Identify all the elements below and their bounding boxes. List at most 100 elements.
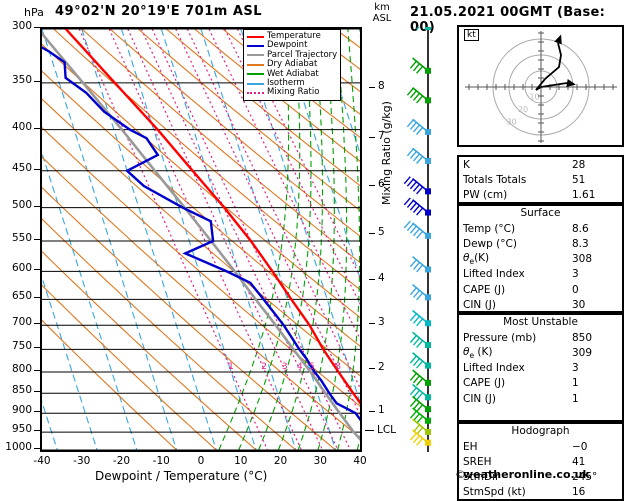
pressure-tick-mark: [34, 391, 40, 393]
table-row: PW (cm) 1.61: [459, 187, 622, 202]
pressure-tick-mark: [34, 347, 40, 349]
legend-item: Dewpoint: [247, 40, 337, 51]
altitude-tick-mark: [369, 232, 375, 234]
row-value: 16: [572, 486, 586, 499]
table-row: CIN (J) 1: [459, 391, 622, 406]
row-value: 308: [572, 253, 593, 266]
altitude-axis-label: km ASL: [368, 2, 396, 24]
legend-item: Parcel Trajectory: [247, 49, 338, 60]
row-value: −0: [572, 440, 588, 453]
temperature-tick-label: -10: [152, 455, 170, 467]
table-row: Dewp (°C) 8.3: [459, 236, 622, 251]
table-row: Lifted Index 3: [459, 361, 622, 376]
wind-barbs-canvas: [403, 13, 431, 452]
row-label: StmDir: [463, 471, 500, 484]
table-row: Pressure (mb) 850: [459, 330, 622, 345]
pressure-tick-mark: [34, 127, 40, 129]
altitude-tick-label: 6: [378, 178, 385, 191]
pressure-tick-mark: [34, 430, 40, 432]
altitude-tick-label: 2: [378, 360, 385, 373]
pressure-tick-mark: [34, 80, 40, 82]
row-label: CIN (J): [463, 298, 496, 311]
table-row: StmSpd (kt) 16: [459, 485, 622, 500]
pressure-tick-mark: [34, 369, 40, 371]
km-label: km: [374, 2, 390, 13]
row-value: 850: [572, 331, 593, 344]
temperature-tick-label: 40: [353, 455, 367, 467]
lcl-tick: [365, 430, 374, 431]
svg-text:30: 30: [506, 117, 516, 126]
pressure-tick-mark: [34, 297, 40, 299]
row-value: 8.3: [572, 237, 589, 250]
row-value: 41: [572, 455, 586, 468]
legend-label: Dewpoint: [267, 40, 308, 51]
svg-text:8: 8: [335, 362, 341, 372]
legend-label: Isotherm: [267, 77, 305, 88]
row-value: 1.61: [572, 188, 596, 201]
pressure-tick-mark: [34, 27, 40, 28]
pressure-unit-label: hPa: [24, 6, 44, 19]
table-row: CAPE (J) 1: [459, 376, 622, 391]
row-value: 1: [572, 377, 579, 390]
legend-item: Dry Adiabat: [247, 59, 337, 69]
legend-swatch-icon: [247, 92, 264, 95]
indices-table: K 28 Totals Totals 51 PW (cm) 1.61: [457, 155, 624, 204]
legend-item: Isotherm: [247, 77, 337, 88]
surface-table: Surface Temp (°C) 8.6 Dewp (°C) 8.3 θe(K) 308 L…: [457, 204, 624, 313]
hodograph-table: Hodograph EH −0 SREH 41 StmDir 245° StmSpd (kt)…: [457, 422, 624, 501]
altitude-tick-label: 8: [378, 79, 385, 92]
table-row: Lifted Index 3: [459, 267, 622, 282]
table-row: θe(K) 308: [459, 252, 622, 267]
row-label: θe (K): [463, 345, 493, 361]
row-value: 309: [572, 346, 593, 359]
altitude-tick-mark: [369, 278, 375, 280]
lcl-label: LCL: [377, 424, 397, 436]
svg-text:4: 4: [297, 362, 303, 372]
svg-text:1: 1: [228, 362, 234, 372]
legend-swatch-icon: [247, 82, 264, 85]
table-row: θe (K) 309: [459, 345, 622, 360]
legend-label: Wet Adiabat: [267, 68, 319, 79]
table-title: Most Unstable: [503, 316, 578, 328]
table-row: Temp (°C) 8.6: [459, 221, 622, 236]
row-label: Lifted Index: [463, 268, 525, 281]
pressure-tick-label: 550: [11, 231, 32, 244]
row-label: Lifted Index: [463, 362, 525, 375]
legend-swatch-icon: [247, 54, 264, 57]
altitude-tick-label: 4: [378, 271, 385, 284]
temperature-tick-label: -30: [73, 455, 91, 467]
pressure-tick-mark: [34, 205, 40, 207]
altitude-tick-label: 3: [378, 316, 385, 329]
row-label: Pressure (mb): [463, 331, 537, 344]
row-label: θe(K): [463, 252, 490, 267]
copyright-text: weatheronline.co.uk: [463, 468, 590, 481]
altitude-tick-mark: [369, 411, 375, 413]
altitude-tick-label: 1: [378, 404, 385, 417]
row-label: CAPE (J): [463, 283, 506, 296]
legend-swatch-icon: [247, 63, 264, 66]
altitude-tick-label: 5: [378, 225, 385, 238]
table-row: StmDir 245°: [459, 470, 622, 485]
legend-label: Parcel Trajectory: [267, 49, 338, 60]
legend-label: Temperature: [267, 31, 321, 41]
temperature-tick-label: -40: [33, 455, 51, 467]
row-value: 8.6: [572, 222, 589, 235]
hodograph-panel[interactable]: kt 10 20 30: [457, 14, 624, 160]
pressure-tick-label: 450: [11, 161, 32, 174]
row-value: 51: [572, 173, 586, 186]
legend-swatch-icon: [247, 45, 264, 48]
row-value: 0: [572, 283, 579, 296]
pressure-tick-mark: [34, 168, 40, 170]
legend-swatch-icon: [247, 73, 264, 76]
pressure-tick-label: 600: [11, 262, 32, 275]
altitude-tick-mark: [369, 137, 375, 139]
row-label: PW (cm): [463, 188, 508, 201]
row-value: 28: [572, 158, 586, 171]
table-row: K 28: [459, 157, 622, 172]
row-label: CIN (J): [463, 392, 496, 405]
station-coordinates: 49°02'N 20°19'E 701m ASL: [55, 4, 263, 19]
table-row: Totals Totals 51: [459, 172, 622, 187]
row-label: StmSpd (kt): [463, 486, 526, 499]
temperature-tick-label: 30: [313, 455, 327, 467]
